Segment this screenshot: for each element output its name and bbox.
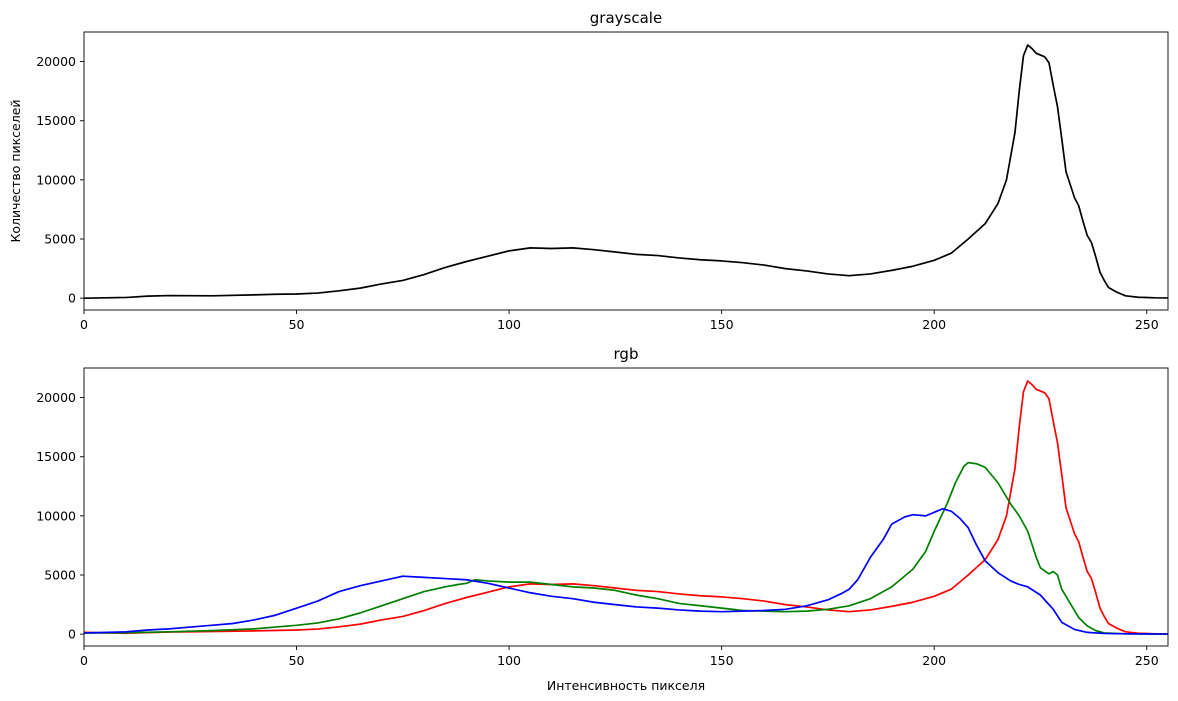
- y-tick-label: 20000: [36, 54, 76, 69]
- series-line-3: [84, 507, 1168, 635]
- x-tick-label: 0: [80, 317, 88, 332]
- series-line-1: [84, 380, 1168, 635]
- y-tick-label: 5000: [44, 568, 76, 583]
- x-tick-label: 0: [80, 653, 88, 668]
- subplot-1: 0 50 100 150 200 250 0 5000 10000 15000 20000 grays…: [8, 9, 1169, 332]
- y-tick-label: 0: [68, 627, 76, 642]
- x-tick-label: 50: [289, 653, 305, 668]
- chart-title: grayscale: [590, 9, 662, 27]
- x-tick-label: 50: [289, 317, 305, 332]
- x-tick-label: 250: [1135, 317, 1159, 332]
- chart-title: rgb: [614, 345, 639, 363]
- y-tick-label: 20000: [36, 390, 76, 405]
- y-tick-label: 15000: [36, 449, 76, 464]
- x-tick-label: 200: [922, 653, 946, 668]
- x-tick-label: 100: [497, 653, 521, 668]
- series-line-2: [84, 461, 1168, 635]
- axes-frame: [83, 31, 1169, 311]
- y-tick-label: 0: [68, 291, 76, 306]
- subplot-2: 0 50 100 150 200 250 0 5000 10000 15000 20000 rgb Ин…: [36, 345, 1169, 693]
- x-tick-label: 150: [710, 653, 734, 668]
- x-tick-label: 100: [497, 317, 521, 332]
- y-tick-label: 10000: [36, 172, 76, 187]
- y-axis-label: Количество пикселей: [8, 99, 23, 242]
- x-tick-label: 200: [922, 317, 946, 332]
- x-tick-label: 250: [1135, 653, 1159, 668]
- axes-frame: [83, 367, 1169, 647]
- y-tick-label: 15000: [36, 113, 76, 128]
- x-axis-label: Интенсивность пикселя: [547, 678, 705, 693]
- x-tick-label: 150: [710, 317, 734, 332]
- y-tick-label: 10000: [36, 508, 76, 523]
- series-line-1: [84, 44, 1168, 300]
- y-tick-label: 5000: [44, 232, 76, 247]
